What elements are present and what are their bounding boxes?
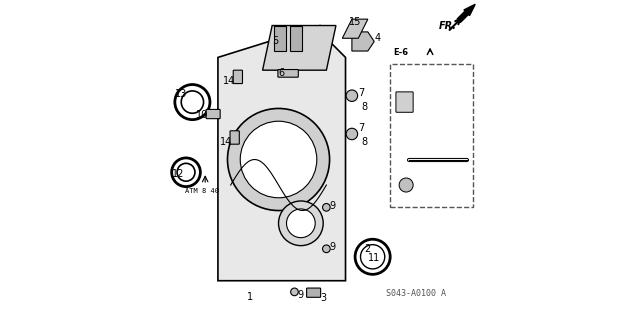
Polygon shape [352,32,374,51]
Text: S043-A0100 A: S043-A0100 A [386,289,445,298]
Circle shape [287,209,316,238]
Polygon shape [218,26,346,281]
Text: 12: 12 [172,169,184,179]
Circle shape [291,288,298,296]
FancyBboxPatch shape [396,92,413,112]
Text: 7: 7 [358,87,365,98]
Text: 3: 3 [320,293,326,303]
Text: 9: 9 [298,290,304,300]
Text: 5: 5 [272,36,278,47]
Circle shape [240,121,317,198]
Circle shape [346,128,358,140]
Text: 15: 15 [349,17,361,27]
Text: 4: 4 [374,33,381,43]
Text: ATM 8 40: ATM 8 40 [185,188,219,194]
Text: 9: 9 [330,201,336,211]
Text: 10: 10 [196,110,208,120]
Circle shape [278,201,323,246]
Text: 14: 14 [223,76,236,86]
Polygon shape [291,26,302,51]
FancyBboxPatch shape [307,288,321,297]
FancyBboxPatch shape [206,109,220,119]
Text: 8: 8 [362,102,368,112]
FancyArrow shape [457,4,475,22]
Circle shape [399,178,413,192]
FancyBboxPatch shape [230,131,239,144]
Polygon shape [275,26,286,51]
Circle shape [323,245,330,253]
FancyBboxPatch shape [233,70,243,84]
FancyBboxPatch shape [278,70,298,77]
Polygon shape [342,19,368,38]
Circle shape [346,90,358,101]
Text: 9: 9 [330,242,336,252]
Text: FR.: FR. [438,20,456,31]
Text: 7: 7 [358,122,365,133]
Text: 2: 2 [365,244,371,254]
Text: 11: 11 [368,253,380,263]
Text: 13: 13 [175,89,188,99]
Text: 8: 8 [362,137,368,147]
Text: 6: 6 [278,68,285,78]
Text: 1: 1 [247,292,253,302]
Polygon shape [262,26,336,70]
Circle shape [323,204,330,211]
Text: E-6: E-6 [394,48,408,57]
Text: 14: 14 [220,137,232,147]
Circle shape [227,108,330,211]
